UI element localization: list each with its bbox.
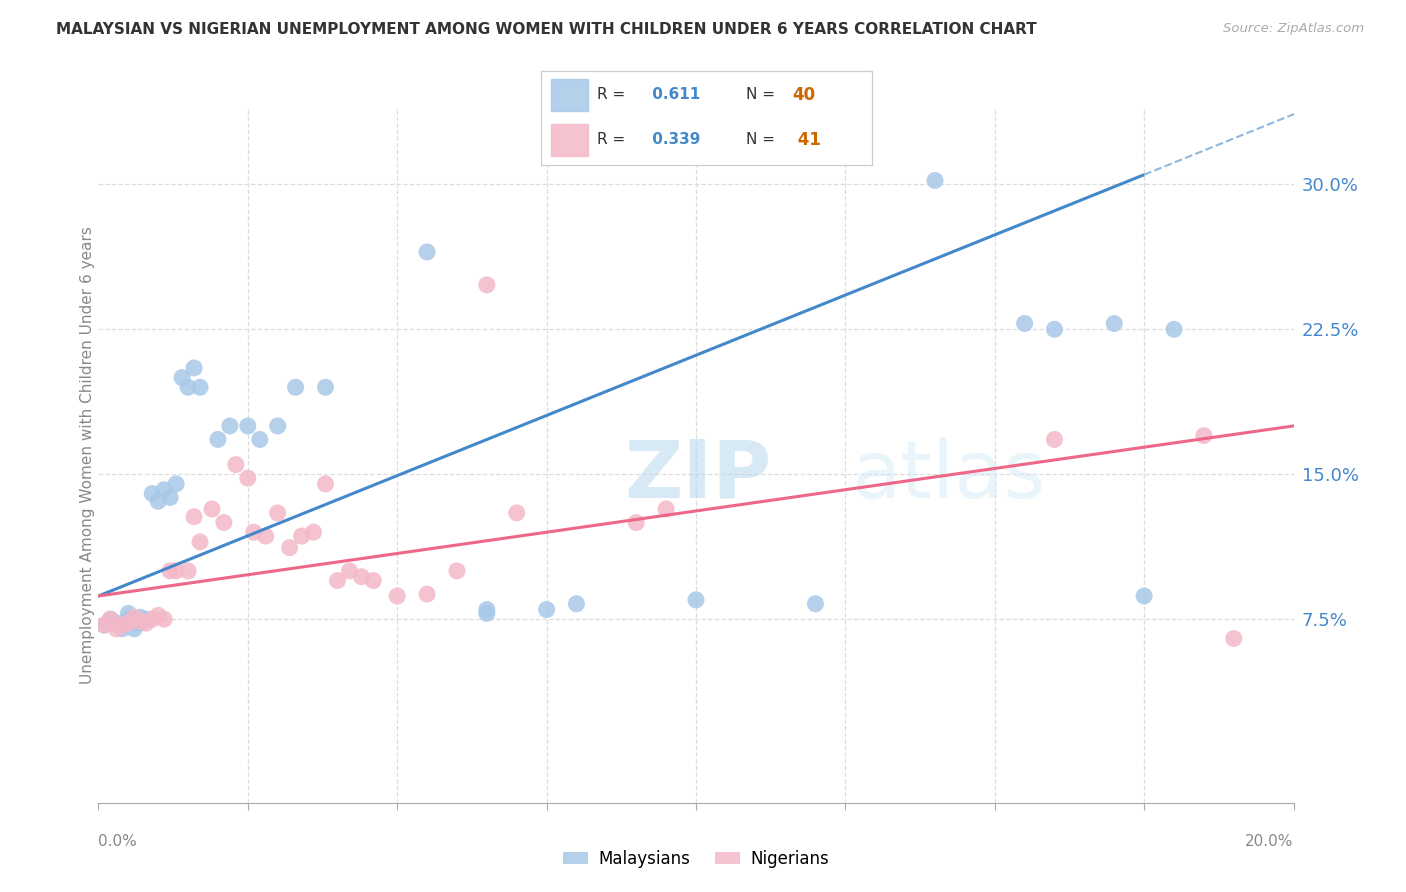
Point: [124, 610, 146, 624]
Point: [165, 477, 187, 491]
Point: [148, 608, 170, 623]
Point: [188, 535, 211, 549]
Point: [129, 615, 152, 630]
Point: [93, 618, 115, 632]
Point: [565, 597, 588, 611]
Point: [117, 612, 139, 626]
Point: [475, 602, 498, 616]
Point: [267, 506, 290, 520]
Point: [100, 612, 122, 626]
Point: [236, 471, 259, 485]
Point: [655, 502, 678, 516]
Point: [153, 612, 176, 626]
Text: 41: 41: [793, 131, 821, 149]
Point: [506, 506, 529, 520]
Point: [207, 433, 229, 447]
Point: [267, 419, 290, 434]
Point: [111, 622, 134, 636]
Point: [141, 486, 163, 500]
Point: [105, 615, 128, 630]
Point: [284, 380, 307, 394]
Point: [129, 610, 152, 624]
Point: [1192, 428, 1215, 442]
Point: [326, 574, 349, 588]
Point: [159, 491, 181, 505]
Text: N =: N =: [747, 132, 775, 147]
Point: [135, 615, 157, 630]
Point: [111, 618, 134, 632]
Point: [536, 602, 558, 616]
Point: [183, 361, 205, 376]
Point: [93, 618, 115, 632]
Point: [339, 564, 360, 578]
Point: [315, 380, 337, 394]
Point: [278, 541, 301, 555]
Point: [177, 564, 200, 578]
Point: [165, 564, 187, 578]
Point: [219, 419, 242, 434]
Point: [254, 529, 277, 543]
Point: [446, 564, 468, 578]
Point: [924, 173, 946, 187]
Text: atlas: atlas: [852, 437, 1046, 515]
Point: [626, 516, 648, 530]
Text: 20.0%: 20.0%: [1246, 834, 1294, 849]
Point: [302, 525, 325, 540]
Point: [315, 477, 337, 491]
Point: [416, 587, 439, 601]
Point: [183, 509, 205, 524]
Point: [159, 564, 181, 578]
Point: [135, 612, 157, 626]
Point: [685, 592, 707, 607]
Point: [236, 419, 259, 434]
Point: [153, 483, 176, 497]
Point: [124, 622, 146, 636]
Point: [475, 277, 498, 292]
Text: MALAYSIAN VS NIGERIAN UNEMPLOYMENT AMONG WOMEN WITH CHILDREN UNDER 6 YEARS CORRE: MALAYSIAN VS NIGERIAN UNEMPLOYMENT AMONG…: [56, 22, 1038, 37]
Point: [291, 529, 314, 543]
Text: 40: 40: [793, 86, 815, 103]
Text: ZIP: ZIP: [624, 437, 772, 515]
Point: [1014, 317, 1036, 331]
Point: [1133, 589, 1156, 603]
Point: [177, 380, 200, 394]
Text: 0.611: 0.611: [647, 87, 700, 103]
Point: [249, 433, 271, 447]
Text: R =: R =: [598, 132, 626, 147]
Point: [141, 612, 163, 626]
Point: [243, 525, 266, 540]
Point: [201, 502, 224, 516]
Point: [129, 614, 152, 628]
Point: [172, 370, 194, 384]
Point: [350, 570, 373, 584]
Y-axis label: Unemployment Among Women with Children Under 6 years: Unemployment Among Women with Children U…: [80, 226, 94, 684]
Point: [475, 607, 498, 621]
Point: [225, 458, 247, 472]
Bar: [551, 78, 588, 111]
Point: [363, 574, 385, 588]
Point: [117, 607, 139, 621]
Point: [117, 615, 139, 630]
Point: [105, 622, 128, 636]
Point: [1163, 322, 1185, 336]
Bar: [551, 124, 588, 156]
Point: [100, 612, 122, 626]
Point: [1043, 433, 1066, 447]
Legend: Malaysians, Nigerians: Malaysians, Nigerians: [557, 843, 835, 874]
Point: [188, 380, 211, 394]
Point: [804, 597, 827, 611]
Point: [212, 516, 235, 530]
Point: [1223, 632, 1246, 646]
Point: [416, 244, 439, 259]
Text: R =: R =: [598, 87, 626, 103]
Text: N =: N =: [747, 87, 775, 103]
Text: 0.339: 0.339: [647, 132, 700, 147]
Point: [1104, 317, 1126, 331]
Text: Source: ZipAtlas.com: Source: ZipAtlas.com: [1223, 22, 1364, 36]
Point: [385, 589, 409, 603]
Text: 0.0%: 0.0%: [98, 834, 138, 849]
Point: [148, 494, 170, 508]
Point: [1043, 322, 1066, 336]
Point: [124, 615, 146, 630]
